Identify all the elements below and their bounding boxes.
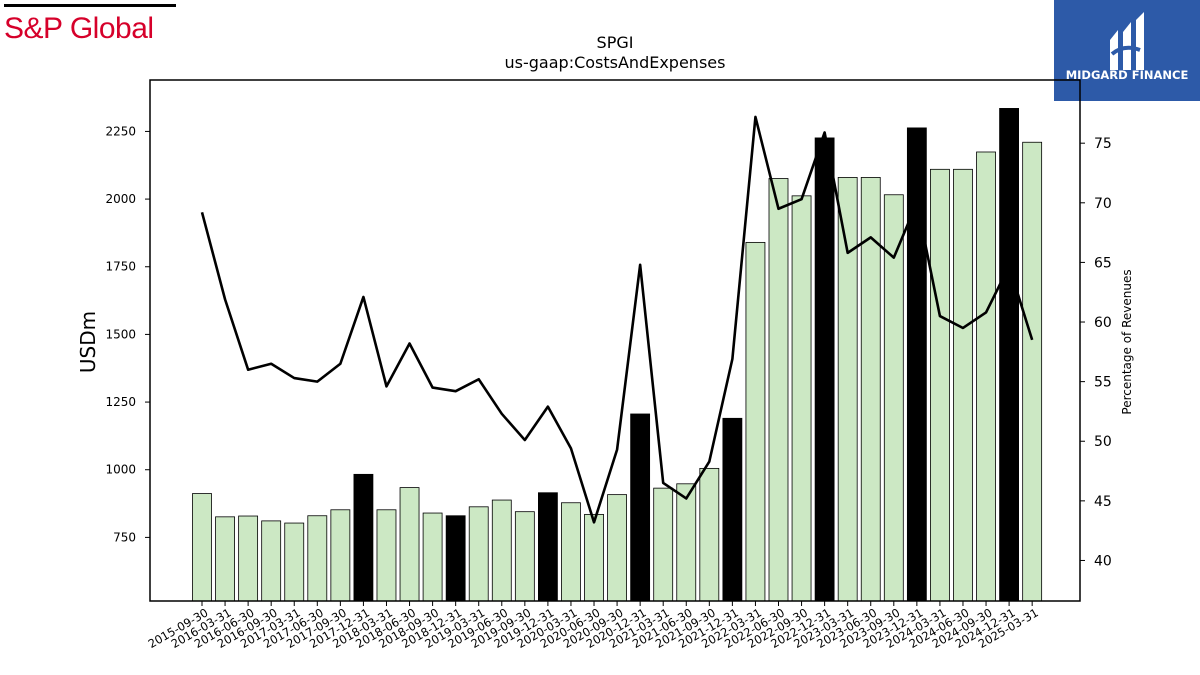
bar-2019-12-31 [538,492,558,602]
bar-2016-06-30 [238,515,259,602]
bar-2020-03-31 [561,502,581,602]
bar-2017-03-31 [284,522,305,602]
bar-2015-09-30 [192,493,212,602]
percent-of-revenues-line [200,115,1034,524]
y2-tick-label: 60 [1094,315,1112,331]
bar-2017-06-30 [307,515,328,602]
midgard-mark-icon [1110,12,1144,70]
midgard-finance-logo: MIDGARD FINANCE [1054,0,1200,101]
bar-2024-09-30 [976,151,996,602]
bar-2017-12-31 [353,473,374,602]
y-axis-label: USDm [76,311,100,373]
bar-2023-03-31 [837,177,858,602]
y-tick-label: 1750 [105,260,136,274]
sp-global-logo-text: S&P Global [4,12,154,45]
y-tick-label: 2000 [105,192,136,206]
y-tick-label: 750 [113,530,136,544]
bar-2020-06-30 [584,513,604,602]
bar-2024-06-30 [953,168,973,602]
bar-2023-12-31 [906,127,927,602]
bar-2020-12-31 [630,413,651,602]
y2-axis-label: Percentage of Revenues [1120,269,1134,414]
bar-2019-09-30 [514,511,535,602]
sp-global-logo: S&P Global [4,4,179,46]
bar-2022-12-31 [814,137,835,602]
bar-2024-12-31 [999,108,1019,602]
y2-tick-label: 70 [1094,196,1112,212]
logo-rule [4,4,176,7]
bar-2025-03-31 [1022,141,1043,602]
plot-frame [149,79,1081,602]
bar-2018-06-30 [399,487,420,602]
bar-2018-12-31 [445,515,466,602]
chart-subtitle: us-gaap:CostsAndExpenses [505,53,726,72]
y2-tick-label: 40 [1094,553,1112,569]
bar-2022-03-31 [745,241,766,602]
bar-2016-03-31 [215,516,235,602]
bar-2020-09-30 [607,494,627,602]
bar-2018-03-31 [376,509,397,602]
bar-2022-06-30 [768,178,789,602]
bar-2021-06-30 [676,483,697,602]
bar-2024-03-31 [930,168,950,602]
y-tick-label: 1000 [105,463,136,477]
bar-2017-09-30 [330,509,351,602]
bar-2021-03-31 [653,487,674,602]
bar-2019-06-30 [491,499,512,602]
y2-tick-label: 65 [1094,255,1112,271]
midgard-logo-text: MIDGARD FINANCE [1065,68,1189,82]
y-tick-label: 1250 [105,395,136,409]
bar-2022-09-30 [791,195,812,602]
y2-tick-label: 75 [1094,136,1112,152]
bar-2021-09-30 [699,467,720,602]
y-tick-label: 2250 [105,124,136,138]
y2-tick-label: 50 [1094,434,1112,450]
y2-tick-label: 45 [1094,494,1112,510]
chart-title: SPGI [597,33,634,52]
y-tick-label: 1500 [105,327,136,341]
y2-tick-label: 55 [1094,375,1112,391]
bar-2021-12-31 [722,417,743,602]
bar-2016-09-30 [261,520,282,602]
bar-2018-09-30 [422,512,443,602]
bar-2019-03-31 [468,506,489,602]
